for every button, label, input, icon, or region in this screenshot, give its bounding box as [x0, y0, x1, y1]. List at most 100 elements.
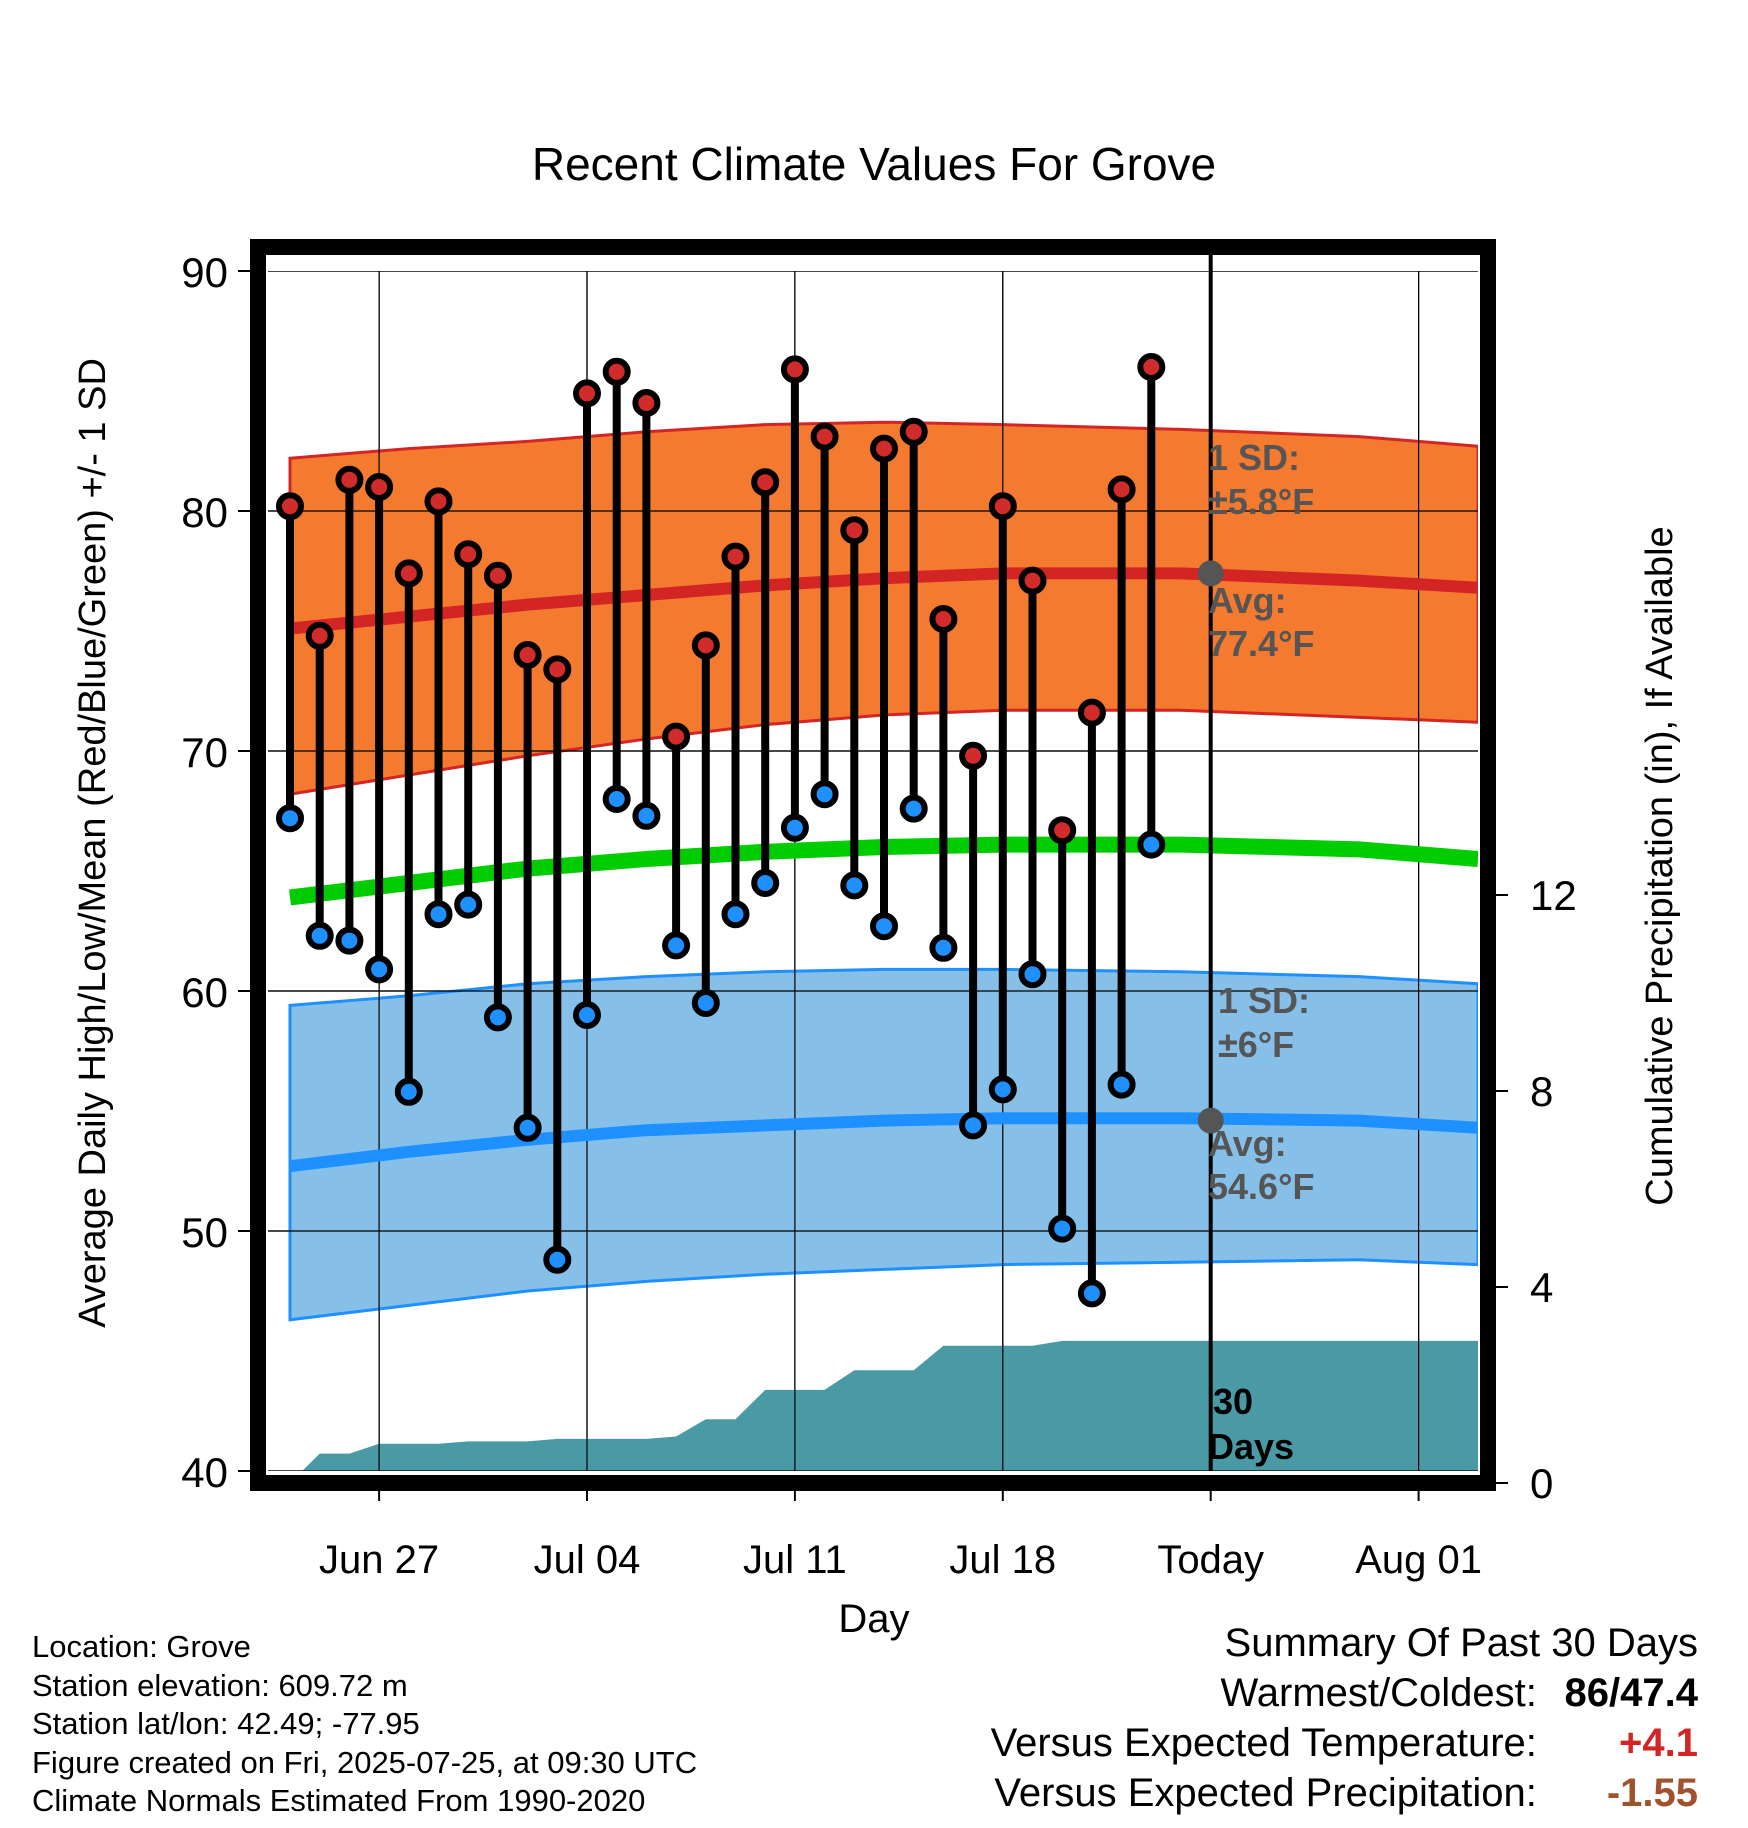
observed-low-point: [513, 1113, 542, 1142]
observed-low-point: [365, 955, 394, 984]
observed-high-point: [276, 492, 304, 521]
coldest-value: 47.4: [1620, 1671, 1698, 1715]
observed-low-point: [810, 780, 839, 809]
observed-high-point: [899, 417, 928, 446]
location-text: Location: Grove: [32, 1629, 251, 1664]
observed-low-point: [662, 931, 691, 960]
observed-high-point: [305, 621, 334, 650]
observed-high-point: [454, 540, 483, 569]
observed-low-point: [899, 794, 928, 823]
summary-panel: Summary Of Past 30 Days Warmest/Coldest:…: [991, 1618, 1698, 1818]
temp-anomaly-value: +4.1: [1619, 1721, 1698, 1765]
warmest-value: 86: [1564, 1671, 1610, 1715]
observed-low-point: [1077, 1279, 1106, 1308]
observed-high-point: [929, 605, 958, 633]
plot-frame: [250, 239, 1496, 1491]
observed-low-point: [1018, 960, 1047, 989]
observed-high-point: [1137, 353, 1166, 381]
observed-low-point: [276, 804, 304, 833]
observed-high-point: [751, 468, 780, 497]
y2-tick-label: 0: [1530, 1460, 1553, 1507]
observed-high-point: [335, 465, 364, 494]
warm-cold-value: 86/47.4: [1548, 1668, 1698, 1718]
observed-low-point: [1107, 1070, 1136, 1099]
observed-low-point: [1137, 830, 1166, 859]
y-tick-label: 80: [181, 489, 228, 536]
x-tick-label: Jul 18: [949, 1538, 1056, 1582]
observed-high-point: [691, 631, 720, 660]
y-tick-label: 70: [181, 729, 228, 776]
x-tick-label: Aug 01: [1355, 1538, 1482, 1582]
temp-anomaly-label: Versus Expected Temperature:: [990, 1721, 1537, 1765]
latlon-text: Station lat/lon: 42.49; -77.95: [32, 1706, 420, 1741]
precip-period-unit: Days: [1208, 1426, 1294, 1467]
observed-low-point: [305, 921, 334, 950]
y2-tick-label: 12: [1530, 872, 1577, 919]
observed-high-point: [543, 655, 572, 684]
x-tick-label: Jul 04: [534, 1538, 641, 1582]
normals-text: Climate Normals Estimated From 1990-2020: [32, 1783, 646, 1818]
observed-low-point: [751, 869, 780, 897]
observed-low-point: [870, 912, 898, 941]
normal-low-line: [289, 1112, 1478, 1173]
y-tick-label: 40: [181, 1449, 228, 1496]
observed-low-point: [988, 1075, 1017, 1104]
observed-low-point: [721, 900, 750, 929]
observed-low-point: [454, 890, 483, 919]
observed-low-point: [424, 900, 453, 929]
warm-cold-label: Warmest/Coldest:: [1220, 1671, 1537, 1715]
observed-high-point: [1077, 698, 1106, 727]
observed-high-point: [513, 641, 542, 669]
observed-high-point: [1018, 566, 1047, 595]
x-tick-label: Jul 11: [743, 1538, 847, 1582]
observed-low-point: [543, 1245, 572, 1274]
observed-high-point: [1107, 475, 1136, 504]
observed-high-point: [573, 379, 601, 408]
created-text: Figure created on Fri, 2025-07-25, at 09…: [32, 1744, 698, 1780]
precip-anomaly-label: Versus Expected Precipitation:: [994, 1771, 1537, 1815]
observed-high-point: [870, 434, 898, 463]
y-axis-label: Average Daily High/Low/Mean (Red/Blue/Gr…: [72, 358, 114, 1328]
observed-low-point: [394, 1077, 423, 1106]
observed-low-point: [602, 785, 631, 813]
high-sd-label: 1 SD:: [1208, 437, 1300, 478]
observed-high-point: [959, 741, 988, 770]
cumulative-precip-area: [290, 1340, 1478, 1471]
x-tick-label: Jun 27: [319, 1538, 439, 1582]
observed-high-point: [365, 473, 394, 501]
observed-high-point: [632, 389, 661, 417]
observed-high-point: [721, 542, 750, 571]
precip-period-number: 30: [1213, 1381, 1253, 1422]
observed-low-point: [1048, 1214, 1077, 1243]
slash: /: [1609, 1671, 1621, 1715]
observed-high-point: [988, 492, 1017, 521]
observed-high-point: [602, 357, 631, 386]
y2-tick-label: 8: [1530, 1068, 1553, 1115]
high-avg-value: 77.4°F: [1208, 623, 1314, 664]
y-tick-label: 90: [181, 249, 228, 296]
y-tick-label: 50: [181, 1209, 228, 1256]
x-tick-label: Today: [1157, 1538, 1264, 1582]
observed-high-point: [1048, 816, 1077, 845]
observed-high-point: [424, 487, 453, 516]
observed-low-point: [573, 1001, 601, 1029]
observed-low-point: [691, 989, 720, 1017]
low-avg-value: 54.6°F: [1208, 1166, 1314, 1207]
chart-title: Recent Climate Values For Grove: [532, 138, 1216, 190]
high-sd-value: ±5.8°F: [1208, 481, 1314, 522]
station-info: Location: Grove Station elevation: 609.7…: [32, 1628, 697, 1821]
today-low-normal-marker: [1197, 1107, 1224, 1134]
today-high-normal-marker: [1197, 560, 1224, 587]
observed-high-point: [394, 559, 423, 588]
precip-anomaly-value: -1.55: [1606, 1771, 1698, 1815]
x-axis-label: Day: [838, 1597, 909, 1641]
observed-low-point: [840, 871, 869, 900]
observed-high-point: [810, 422, 839, 451]
low-sd-value: ±6°F: [1218, 1024, 1294, 1065]
observed-high-point: [662, 722, 691, 751]
low-avg-label: Avg:: [1208, 1123, 1287, 1164]
low-sd-label: 1 SD:: [1218, 980, 1310, 1021]
observed-high-point: [483, 561, 512, 590]
observed-low-point: [929, 933, 958, 962]
